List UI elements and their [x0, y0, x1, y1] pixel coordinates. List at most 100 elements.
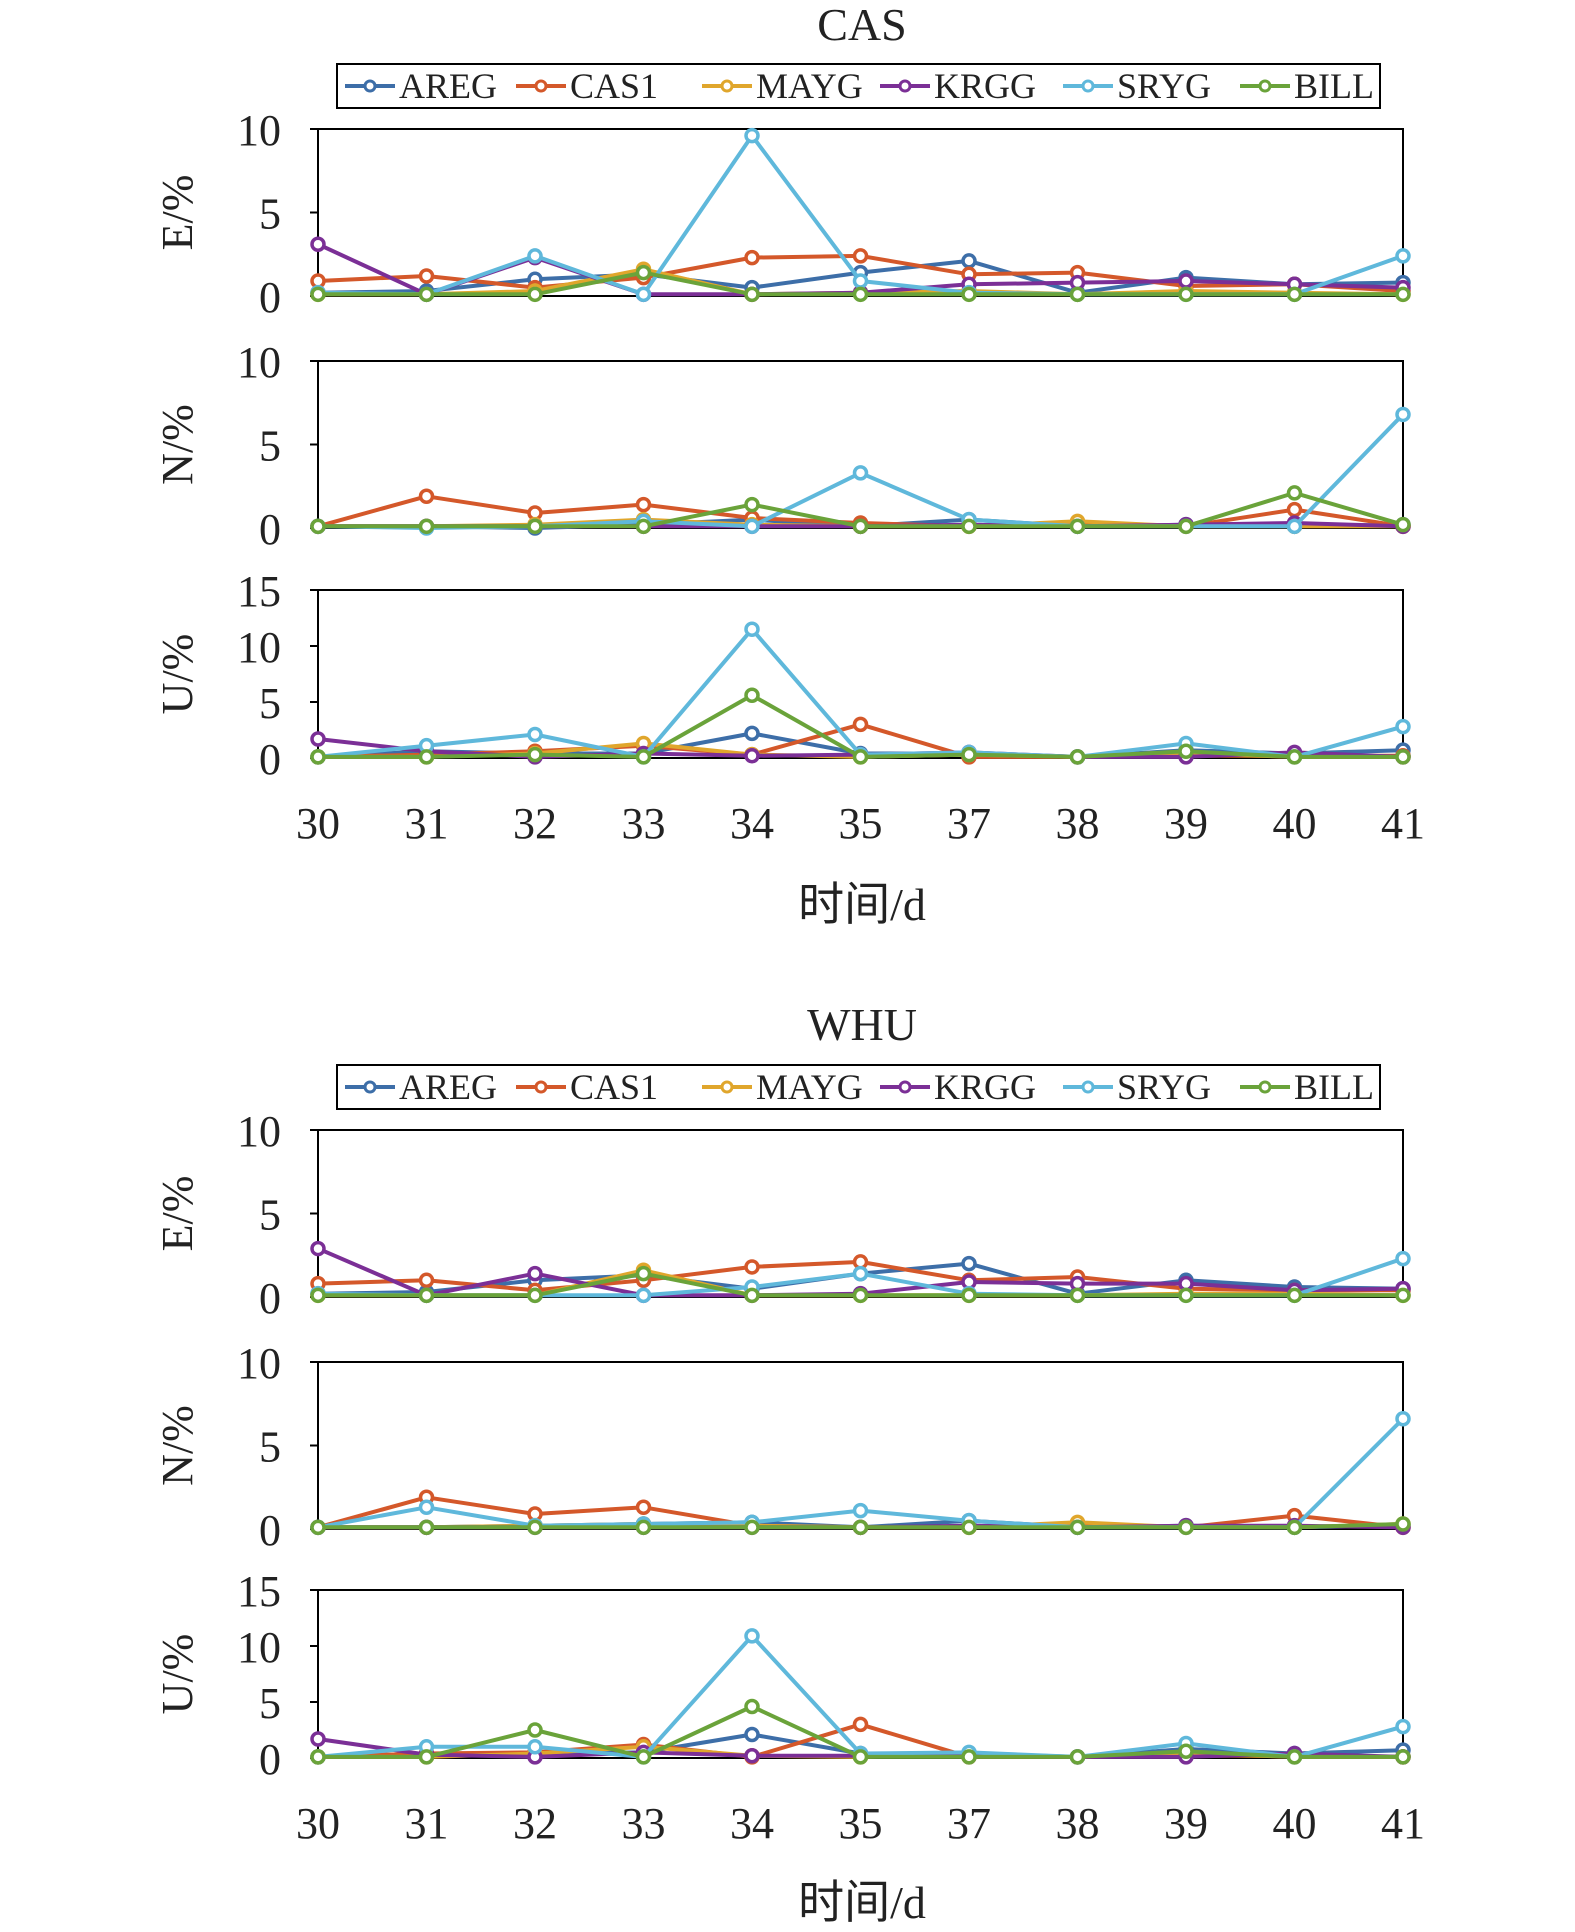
legend-entry: SRYG [1063, 66, 1211, 106]
legend-entry: CAS1 [516, 66, 658, 106]
panel-n: 0 5 10 N/% [153, 1339, 1411, 1555]
data-point [1395, 1287, 1411, 1304]
data-point [635, 264, 652, 281]
data-point [1178, 1287, 1194, 1304]
data-point [852, 1749, 869, 1765]
data-point [310, 286, 326, 303]
data-point [527, 1287, 543, 1304]
legend-entry: MAYG [702, 1067, 863, 1107]
panel-n: 0 5 10 N/% [153, 338, 1411, 554]
data-point [310, 518, 326, 535]
data-point [635, 1499, 652, 1516]
y-tick-label: 0 [259, 273, 281, 322]
data-point [961, 1519, 977, 1536]
data-point [635, 749, 652, 765]
legend-marker [1258, 79, 1272, 93]
data-point [961, 1749, 977, 1765]
data-point [852, 286, 869, 303]
x-tick-label: 34 [730, 799, 774, 848]
data-point [1395, 286, 1411, 303]
data-point [744, 1259, 760, 1275]
y-tick-label: 5 [259, 190, 281, 239]
legend-marker [534, 79, 548, 93]
y-tick-label: 10 [237, 338, 281, 387]
data-point [744, 496, 760, 513]
x-tick-label: 38 [1056, 1799, 1100, 1848]
data-point [744, 1698, 760, 1715]
data-point [852, 518, 869, 535]
data-point [961, 518, 977, 535]
y-tick-label: 5 [259, 422, 281, 471]
data-point [744, 1628, 760, 1644]
x-tick-label: 32 [513, 1799, 557, 1848]
data-point [527, 1265, 543, 1282]
data-point [961, 1255, 977, 1272]
chart-0: CAS AREG CAS1 MAYG KRGG SRYG BILL 0 5 10 E/% 0 5 10 N/… [153, 0, 1425, 930]
legend-marker [720, 1080, 734, 1094]
x-axis-label: 时间/d [798, 879, 926, 930]
plot-frame [317, 589, 1404, 759]
data-point [310, 1749, 326, 1765]
series-sryg [310, 621, 1411, 765]
series-bill [310, 485, 1411, 535]
data-point [1286, 749, 1303, 765]
x-tick-label: 38 [1056, 799, 1100, 848]
data-point [1069, 1749, 1086, 1765]
data-point [1286, 1287, 1303, 1304]
series-bill [310, 264, 1411, 303]
y-tick-label: 0 [259, 505, 281, 554]
legend-entry: CAS1 [516, 1067, 658, 1107]
data-point [1178, 286, 1194, 303]
legend-label: AREG [399, 66, 497, 106]
legend-marker [1258, 1080, 1272, 1094]
legend-entry: MAYG [702, 66, 863, 106]
y-tick-label: 10 [237, 106, 281, 155]
data-point [635, 496, 652, 513]
legend-label: MAYG [756, 1067, 863, 1107]
legend-label: BILL [1294, 66, 1374, 106]
data-point [310, 1287, 326, 1304]
series-bill [310, 687, 1411, 765]
x-tick-label: 40 [1273, 799, 1317, 848]
legend-label: CAS1 [570, 1067, 658, 1107]
x-tick-label: 34 [730, 1799, 774, 1848]
data-point [1395, 516, 1411, 533]
data-point [1395, 406, 1411, 423]
x-tick-label: 30 [296, 799, 340, 848]
data-point [527, 248, 543, 264]
x-axis: 30 31 32 33 34 35 37 38 39 40 41 时间/d [296, 1799, 1425, 1928]
legend-label: AREG [399, 1067, 497, 1107]
data-point [1178, 1743, 1194, 1760]
data-point [635, 286, 652, 303]
x-tick-label: 37 [947, 799, 991, 848]
data-point [1069, 518, 1086, 535]
data-point [744, 1287, 760, 1304]
legend: AREG CAS1 MAYG KRGG SRYG BILL [336, 63, 1381, 109]
chart-1: WHU AREG CAS1 MAYG KRGG SRYG BILL 0 5 10 E/% 0 5 10 N/… [153, 999, 1425, 1928]
data-point [744, 621, 760, 637]
data-point [418, 749, 435, 765]
data-point [1178, 1519, 1194, 1536]
data-point [744, 518, 760, 535]
panel-u: 0 5 10 15 U/% [153, 567, 1411, 784]
series-bill [310, 1516, 1411, 1536]
data-point [852, 273, 869, 289]
y-axis-label: E/% [153, 1176, 202, 1252]
data-point [744, 1726, 760, 1743]
x-tick-label: 35 [839, 1799, 883, 1848]
series-line [317, 1633, 1404, 1759]
data-point [852, 1287, 869, 1304]
legend-marker [1081, 1080, 1095, 1094]
data-point [1286, 286, 1303, 303]
data-point [961, 746, 977, 763]
y-tick-label: 10 [237, 1623, 281, 1672]
legend: AREG CAS1 MAYG KRGG SRYG BILL [336, 1064, 1381, 1110]
data-point [1395, 1718, 1411, 1735]
x-tick-label: 31 [405, 1799, 449, 1848]
data-point [744, 286, 760, 303]
data-point [744, 1519, 760, 1536]
series-sryg [310, 127, 1411, 303]
data-point [1286, 1519, 1303, 1536]
data-point [635, 1287, 652, 1304]
panel-u: 0 5 10 15 U/% [153, 1567, 1411, 1784]
